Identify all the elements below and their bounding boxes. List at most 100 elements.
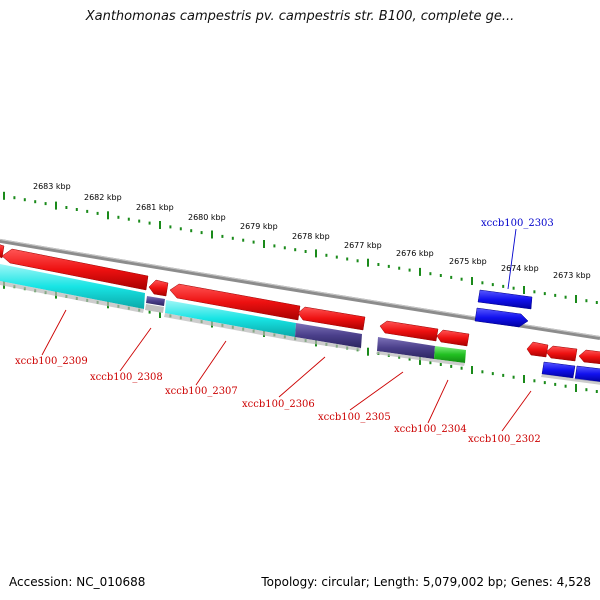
upper-scale-tick bbox=[335, 255, 338, 259]
gene-xccb100-2302 bbox=[526, 341, 549, 358]
upper-scale-tick bbox=[408, 268, 411, 272]
gene-blue-right-2 bbox=[574, 365, 600, 383]
lower-scale-tick bbox=[481, 370, 484, 374]
lower-scale-tick bbox=[419, 356, 421, 365]
green-feature-1-shadow bbox=[433, 359, 465, 366]
gene-label-2302: xccb100_2302 bbox=[468, 434, 541, 445]
upper-scale-tick bbox=[263, 240, 265, 248]
upper-scale-tick bbox=[200, 231, 203, 235]
scale-labels: 2683 kbp 2682 kbp 2681 kbp 2680 kbp 2679… bbox=[33, 182, 591, 280]
gene-labels: xccb100_2309 xccb100_2308 xccb100_2307 x… bbox=[15, 218, 554, 445]
grey-feature-1 bbox=[145, 304, 164, 313]
upper-scale-tick bbox=[533, 290, 536, 294]
scale-label-2674: 2674 kbp bbox=[501, 264, 539, 273]
purple-feature-3 bbox=[377, 337, 435, 359]
scale-label-2678: 2678 kbp bbox=[292, 232, 330, 241]
lower-scale-tick bbox=[564, 384, 567, 388]
lower-scale-tick bbox=[512, 375, 515, 379]
lower-scale-tick bbox=[575, 384, 577, 392]
leader-2305 bbox=[349, 371, 404, 411]
upper-scale-tick bbox=[564, 295, 567, 299]
leader-2304 bbox=[427, 379, 449, 424]
upper-scale-tick bbox=[34, 200, 37, 204]
upper-scale-tick bbox=[419, 267, 421, 276]
upper-scale-tick bbox=[356, 259, 359, 263]
upper-scale-tick bbox=[55, 201, 57, 210]
upper-scale-tick bbox=[346, 257, 349, 261]
lower-scale-tick bbox=[148, 310, 151, 314]
upper-scale-tick bbox=[169, 225, 172, 229]
scale-label-2683: 2683 kbp bbox=[33, 182, 71, 191]
genome-summary-text: Topology: circular; Length: 5,079,002 bp… bbox=[261, 575, 591, 589]
scale-label-2681: 2681 kbp bbox=[136, 203, 174, 212]
upper-scale-tick bbox=[585, 299, 588, 303]
lower-scale-tick bbox=[543, 381, 546, 385]
upper-scale-tick bbox=[96, 211, 99, 215]
upper-scale-tick bbox=[523, 286, 525, 294]
upper-scale-tick bbox=[471, 277, 473, 285]
upper-scale-tick bbox=[65, 206, 68, 209]
upper-scale-tick bbox=[23, 198, 26, 202]
gene-label-2303: xccb100_2303 bbox=[481, 218, 554, 229]
purple-feature-2-shadow bbox=[294, 337, 361, 351]
forward-genes bbox=[0, 244, 600, 365]
upper-scale-tick bbox=[117, 215, 120, 219]
lower-scale-tick bbox=[408, 357, 411, 361]
lower-scale-tick bbox=[367, 347, 369, 356]
upper-scale-tick bbox=[107, 211, 109, 220]
blue-genes bbox=[474, 289, 600, 385]
upper-scale-tick bbox=[44, 202, 47, 206]
gene-red-right-2 bbox=[578, 349, 600, 365]
leader-2309 bbox=[41, 309, 67, 356]
gene-label-2304: xccb100_2304 bbox=[394, 424, 467, 435]
cyan-feature-1-shadow bbox=[0, 281, 144, 313]
scale-label-2675: 2675 kbp bbox=[449, 257, 487, 266]
purple-feature-2 bbox=[295, 323, 362, 348]
purple-feature-3-shadow bbox=[376, 351, 434, 362]
gene-blue-right-shadow bbox=[541, 374, 600, 385]
upper-scale-tick bbox=[3, 191, 5, 200]
leader-2308 bbox=[119, 327, 152, 372]
feature-bands bbox=[0, 264, 466, 366]
upper-scale-tick bbox=[595, 301, 598, 304]
upper-scale-tick bbox=[242, 238, 245, 242]
upper-scale-tick bbox=[367, 258, 369, 267]
upper-scale-tick bbox=[481, 281, 484, 285]
upper-scale-tick bbox=[211, 230, 213, 239]
upper-scale-tick bbox=[377, 263, 380, 266]
gene-label-2309: xccb100_2309 bbox=[15, 356, 88, 367]
upper-scale-tick bbox=[138, 219, 141, 223]
scale-label-2679: 2679 kbp bbox=[240, 222, 278, 231]
upper-scale-tick bbox=[283, 246, 286, 250]
gene-label-2308: xccb100_2308 bbox=[90, 372, 163, 383]
gene-xccb100-2303 bbox=[477, 289, 533, 310]
cyan-feature-2-shadow bbox=[164, 313, 295, 341]
leader-2303 bbox=[507, 228, 517, 290]
upper-scale-tick bbox=[273, 244, 276, 248]
lower-scale-tick bbox=[502, 373, 505, 377]
scale-label-2677: 2677 kbp bbox=[344, 241, 382, 250]
cyan-feature-2 bbox=[165, 300, 296, 337]
upper-scale-tick bbox=[554, 293, 557, 297]
gene-xccb100-2307 bbox=[169, 283, 301, 321]
lower-scale-tick bbox=[491, 372, 494, 376]
gene-label-2306: xccb100_2306 bbox=[242, 399, 315, 410]
lower-scale-tick bbox=[595, 390, 598, 393]
purple-feature-1 bbox=[146, 296, 165, 306]
upper-scale-tick bbox=[387, 264, 390, 268]
gene-red-left-edge bbox=[0, 244, 5, 259]
upper-scale-tick bbox=[190, 229, 193, 233]
scale-label-2673: 2673 kbp bbox=[553, 271, 591, 280]
label-leaders bbox=[41, 228, 532, 432]
upper-scale-tick bbox=[179, 227, 182, 231]
upper-scale-tick bbox=[294, 248, 297, 252]
upper-scale-tick bbox=[398, 266, 401, 270]
leader-2302 bbox=[501, 390, 532, 432]
lower-scale-tick bbox=[585, 388, 588, 392]
gene-xccb100-2304 bbox=[436, 329, 470, 347]
gene-red-right-1 bbox=[545, 345, 578, 362]
upper-scale-tick bbox=[543, 292, 546, 296]
lower-scale-tick bbox=[159, 310, 161, 318]
green-feature-1 bbox=[434, 346, 466, 363]
upper-scale-tick bbox=[75, 208, 78, 211]
